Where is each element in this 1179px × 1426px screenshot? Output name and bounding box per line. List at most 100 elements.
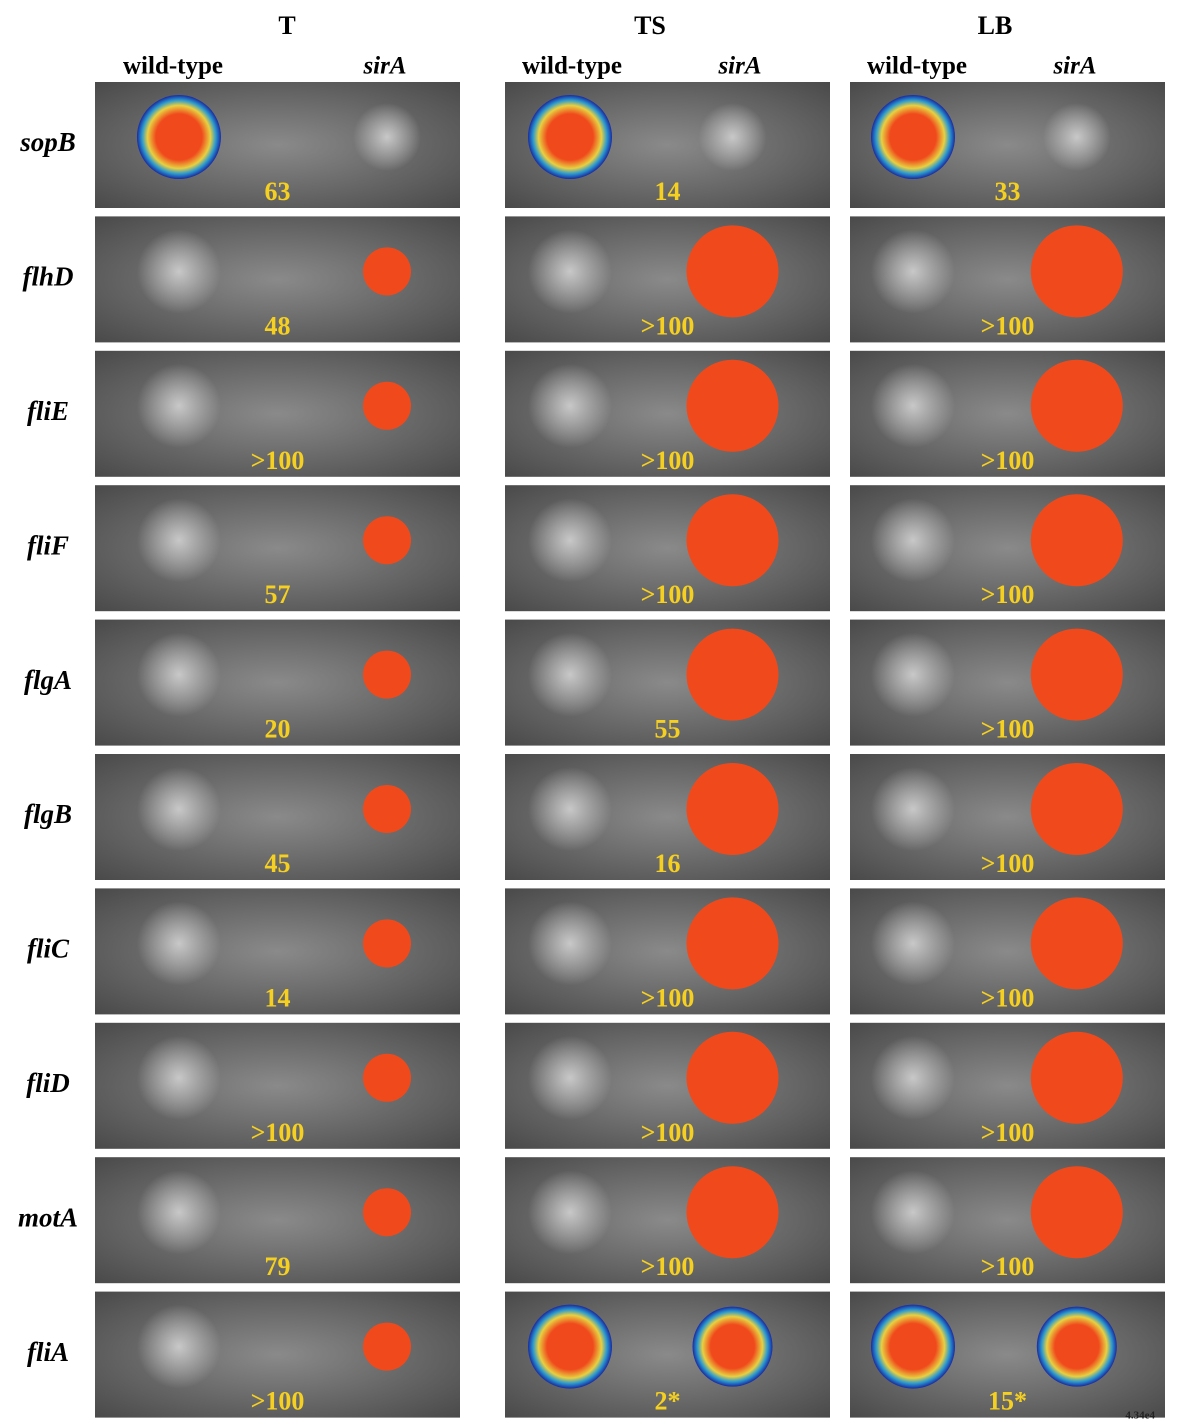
wild-type-colony bbox=[137, 498, 221, 582]
ratio-label: >100 bbox=[981, 311, 1035, 340]
ratio-label: >100 bbox=[641, 1118, 695, 1147]
mutant-colony bbox=[363, 1323, 411, 1371]
ratio-label: >100 bbox=[251, 1118, 305, 1147]
ratio-label: 14 bbox=[265, 983, 291, 1012]
mutant-label: sirA bbox=[362, 53, 406, 80]
ratio-label: 48 bbox=[265, 311, 291, 340]
column-title: T bbox=[278, 11, 295, 40]
wild-type-label: wild-type bbox=[867, 53, 967, 80]
mutant-colony bbox=[363, 919, 411, 967]
mutant-colony bbox=[687, 897, 779, 989]
mutant-colony bbox=[363, 1054, 411, 1102]
gene-label: fliC bbox=[27, 934, 70, 964]
mutant-label: sirA bbox=[717, 53, 761, 80]
ratio-label: 2* bbox=[655, 1387, 681, 1416]
wild-type-colony bbox=[871, 633, 955, 717]
column-title: LB bbox=[978, 11, 1013, 40]
mutant-colony bbox=[687, 494, 779, 586]
wild-type-colony bbox=[528, 901, 612, 985]
ratio-label: 63 bbox=[265, 177, 291, 206]
wild-type-colony bbox=[137, 633, 221, 717]
ratio-label: 20 bbox=[265, 715, 291, 744]
mutant-colony bbox=[363, 516, 411, 564]
mutant-colony bbox=[363, 382, 411, 430]
wild-type-colony bbox=[871, 95, 955, 179]
wild-type-colony bbox=[137, 1170, 221, 1254]
column-title: TS bbox=[634, 11, 666, 40]
wild-type-colony bbox=[137, 364, 221, 448]
mutant-colony bbox=[1031, 897, 1123, 989]
mutant-colony bbox=[687, 225, 779, 317]
wild-type-colony bbox=[528, 633, 612, 717]
gene-label: fliF bbox=[27, 530, 69, 560]
mutant-colony bbox=[1031, 1166, 1123, 1258]
mutant-colony bbox=[363, 651, 411, 699]
ratio-label: 57 bbox=[265, 580, 291, 609]
wild-type-colony bbox=[871, 901, 955, 985]
mutant-colony bbox=[687, 1166, 779, 1258]
wild-type-colony bbox=[528, 1170, 612, 1254]
wild-type-colony bbox=[137, 767, 221, 851]
gene-label: flhD bbox=[22, 262, 73, 292]
mutant-colony bbox=[363, 785, 411, 833]
mutant-colony bbox=[1031, 225, 1123, 317]
mutant-colony bbox=[693, 1307, 773, 1387]
wild-type-label: wild-type bbox=[123, 53, 223, 80]
mutant-colony bbox=[687, 629, 779, 721]
ratio-label: >100 bbox=[641, 580, 695, 609]
ratio-label: >100 bbox=[251, 446, 305, 475]
scale-label: 4.34e4 bbox=[1125, 1410, 1155, 1422]
wild-type-colony bbox=[871, 229, 955, 313]
ratio-label: 55 bbox=[655, 715, 681, 744]
wild-type-colony bbox=[137, 901, 221, 985]
gene-label: fliD bbox=[26, 1068, 70, 1098]
ratio-label: >100 bbox=[251, 1387, 305, 1416]
mutant-colony bbox=[687, 360, 779, 452]
ratio-label: >100 bbox=[641, 983, 695, 1012]
mutant-colony bbox=[1043, 103, 1111, 171]
wild-type-colony bbox=[871, 767, 955, 851]
wild-type-colony bbox=[871, 1036, 955, 1120]
mutant-colony bbox=[687, 763, 779, 855]
wild-type-colony bbox=[528, 364, 612, 448]
ratio-label: 45 bbox=[265, 849, 291, 878]
ratio-label: >100 bbox=[981, 1118, 1035, 1147]
wild-type-colony bbox=[871, 1305, 955, 1389]
mutant-colony bbox=[687, 1032, 779, 1124]
gene-label: flgA bbox=[24, 665, 72, 695]
gene-label: motA bbox=[18, 1202, 78, 1232]
mutant-colony bbox=[1031, 360, 1123, 452]
ratio-label: 16 bbox=[655, 849, 681, 878]
gene-label: flgB bbox=[24, 799, 72, 829]
ratio-label: >100 bbox=[981, 983, 1035, 1012]
wild-type-colony bbox=[871, 1170, 955, 1254]
figure: Twild-type sirA TS wild-type sirA LB wild-type… bbox=[0, 0, 1179, 1426]
mutant-colony bbox=[1031, 629, 1123, 721]
ratio-label: >100 bbox=[641, 311, 695, 340]
wild-type-colony bbox=[871, 498, 955, 582]
gene-label: fliE bbox=[27, 396, 69, 426]
ratio-label: >100 bbox=[981, 849, 1035, 878]
mutant-colony bbox=[1031, 1032, 1123, 1124]
gene-label: fliA bbox=[27, 1337, 69, 1367]
wild-type-label: wild-type bbox=[522, 53, 622, 80]
wild-type-colony bbox=[137, 95, 221, 179]
wild-type-colony bbox=[528, 229, 612, 313]
gene-label: sopB bbox=[19, 127, 76, 157]
ratio-label: >100 bbox=[981, 446, 1035, 475]
mutant-colony bbox=[1031, 494, 1123, 586]
mutant-colony bbox=[363, 1188, 411, 1236]
wild-type-colony bbox=[528, 498, 612, 582]
wild-type-colony bbox=[137, 1305, 221, 1389]
wild-type-colony bbox=[137, 1036, 221, 1120]
mutant-colony bbox=[1031, 763, 1123, 855]
ratio-label: >100 bbox=[981, 715, 1035, 744]
ratio-label: 33 bbox=[995, 177, 1021, 206]
ratio-label: >100 bbox=[641, 446, 695, 475]
ratio-label: >100 bbox=[981, 1252, 1035, 1281]
mutant-colony bbox=[363, 247, 411, 295]
wild-type-colony bbox=[528, 95, 612, 179]
wild-type-colony bbox=[528, 1036, 612, 1120]
mutant-colony bbox=[1037, 1307, 1117, 1387]
ratio-label: 79 bbox=[265, 1252, 291, 1281]
